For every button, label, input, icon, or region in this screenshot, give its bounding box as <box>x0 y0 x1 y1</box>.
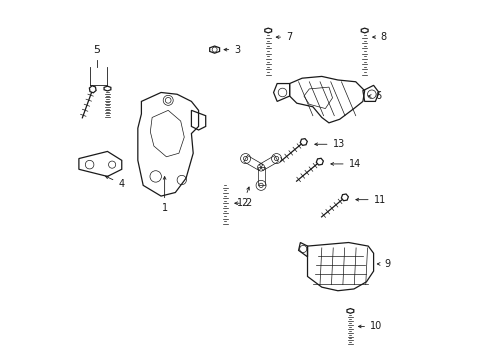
Text: 11: 11 <box>356 195 386 204</box>
Text: 14: 14 <box>331 159 361 169</box>
Text: 3: 3 <box>224 45 241 55</box>
Text: 9: 9 <box>377 259 391 269</box>
Text: 6: 6 <box>368 91 382 101</box>
Text: 1: 1 <box>162 176 168 213</box>
Text: 10: 10 <box>358 321 382 332</box>
Text: 2: 2 <box>235 198 251 208</box>
Text: 4: 4 <box>105 176 124 189</box>
Text: 5: 5 <box>93 45 100 55</box>
Text: 13: 13 <box>315 139 345 149</box>
Text: 12: 12 <box>237 187 249 208</box>
Text: 8: 8 <box>373 32 387 42</box>
Text: 7: 7 <box>276 32 293 42</box>
